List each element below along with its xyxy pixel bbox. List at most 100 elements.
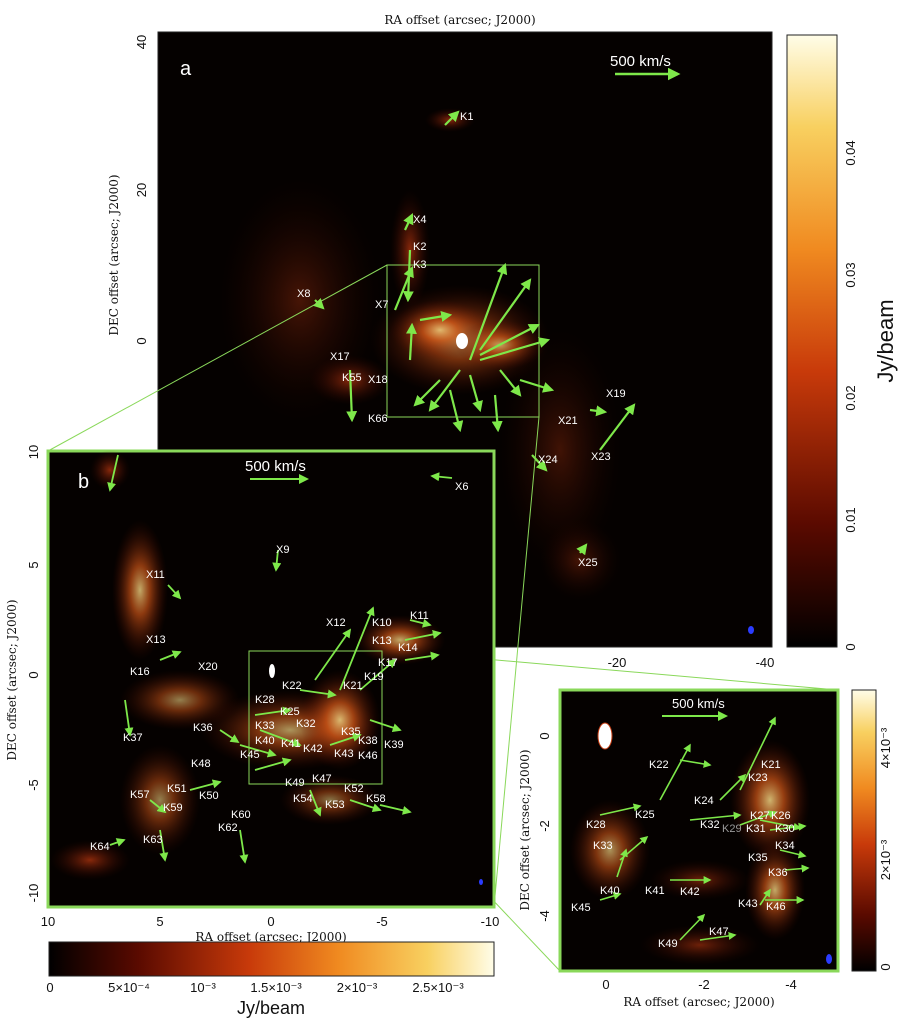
label-K55: K55 — [342, 372, 362, 384]
central-source-b — [269, 664, 275, 678]
label-c-K21: K21 — [761, 759, 781, 771]
scale-label-c: 500 km/s — [672, 696, 725, 711]
panel-b-xtick-10: 10 — [41, 914, 55, 929]
vectors-panel-c — [599, 716, 810, 941]
label-c-K42: K42 — [680, 886, 700, 898]
panel-c-x-label: RA offset (arcsec; J2000) — [623, 995, 774, 1009]
panel-a-letter: a — [180, 58, 192, 80]
cb-b-tick-4: 2×10⁻³ — [337, 980, 378, 995]
panel-b-ytick-minus10: -10 — [26, 884, 41, 903]
beam-ellipse-b — [479, 879, 483, 885]
label-X21: X21 — [558, 415, 578, 427]
label-K41: K41 — [281, 738, 301, 750]
panel-a-ytick-40: 40 — [134, 35, 149, 49]
label-c-K46: K46 — [766, 901, 786, 913]
cb-a-tick-002: 0.02 — [843, 385, 858, 410]
label-X18: X18 — [368, 374, 388, 386]
panel-b-ytick-5: 5 — [26, 561, 41, 568]
label-K57: K57 — [130, 789, 150, 801]
label-K16: K16 — [130, 666, 150, 678]
cb-b-tick-5: 2.5×10⁻³ — [412, 980, 464, 995]
colorbar-a — [786, 34, 838, 648]
label-c-K36: K36 — [768, 867, 788, 879]
label-K2: K2 — [413, 241, 426, 253]
panel-b-x-label: RA offset (arcsec; J2000) — [195, 930, 346, 944]
label-K47: K47 — [312, 773, 332, 785]
panel-a-y-label: DEC offset (arcsec; J2000) — [107, 174, 121, 335]
label-X25: X25 — [578, 557, 598, 569]
label-K14: K14 — [398, 642, 418, 654]
label-c-K40: K40 — [600, 885, 620, 897]
label-X24: X24 — [538, 454, 558, 466]
label-X4: X4 — [413, 214, 426, 226]
label-K66: K66 — [368, 413, 388, 425]
label-K35: K35 — [341, 726, 361, 738]
label-c-K43: K43 — [738, 898, 758, 910]
label-K40: K40 — [255, 735, 275, 747]
central-source-c — [597, 722, 613, 750]
label-X9: X9 — [276, 544, 289, 556]
cb-a-tick-004: 0.04 — [843, 140, 858, 165]
cb-b-tick-2: 10⁻³ — [190, 980, 216, 995]
label-X6: X6 — [455, 481, 468, 493]
label-c-K26: K26 — [771, 810, 791, 822]
panel-a-xtick-minus40: -40 — [756, 655, 775, 670]
colorbar-b — [48, 941, 495, 977]
label-c-K27: K27 — [750, 810, 770, 822]
panel-b-ytick-10: 10 — [26, 445, 41, 459]
label-c-K30: K30 — [775, 823, 795, 835]
panel-a-ytick-0: 0 — [134, 337, 149, 344]
panel-b-xtick-minus10: -10 — [481, 914, 500, 929]
label-c-K29: K29 — [722, 823, 742, 835]
label-K42: K42 — [303, 743, 323, 755]
label-K25: K25 — [280, 706, 300, 718]
label-c-K33: K33 — [593, 840, 613, 852]
label-K19: K19 — [364, 671, 384, 683]
vectors-panel-b — [107, 454, 453, 864]
label-X23: X23 — [591, 451, 611, 463]
label-X12: X12 — [326, 617, 346, 629]
cb-c-tick-0: 0 — [878, 963, 893, 970]
label-c-K25: K25 — [635, 809, 655, 821]
label-c-K32: K32 — [700, 819, 720, 831]
label-K50: K50 — [199, 790, 219, 802]
panel-c-xtick-minus2: -2 — [698, 977, 710, 992]
panel-b-xtick-5: 5 — [156, 914, 163, 929]
cb-a-tick-003: 0.03 — [843, 262, 858, 287]
label-K46: K46 — [358, 750, 378, 762]
label-K64: K64 — [90, 841, 110, 853]
label-X13: X13 — [146, 634, 166, 646]
panel-a-ytick-20: 20 — [134, 183, 149, 197]
label-K60: K60 — [231, 809, 251, 821]
label-K1: K1 — [460, 111, 473, 123]
panel-c-y-label: DEC offset (arcsec; J2000) — [518, 749, 532, 910]
cb-a-title: Jy/beam — [873, 299, 898, 382]
label-K48: K48 — [191, 758, 211, 770]
label-K22: K22 — [282, 680, 302, 692]
cb-b-tick-1: 5×10⁻⁴ — [108, 980, 150, 995]
label-X11: X11 — [146, 569, 165, 581]
cb-b-tick-0: 0 — [46, 980, 53, 995]
cb-a-tick-0: 0 — [843, 643, 858, 650]
label-X17: X17 — [330, 351, 350, 363]
panel-c-ytick-minus2: -2 — [537, 820, 552, 832]
panel-b: X6 X9 X11 X12 K10 K11 X13 K13 K14 K16 X2… — [5, 445, 499, 1018]
cb-a-tick-001: 0.01 — [843, 507, 858, 532]
label-K58: K58 — [366, 793, 386, 805]
label-K43: K43 — [334, 748, 354, 760]
label-X20: X20 — [198, 661, 218, 673]
zoom-box-b — [248, 650, 383, 785]
beam-ellipse-a — [748, 626, 754, 634]
scale-label-b: 500 km/s — [245, 458, 306, 475]
label-c-K22: K22 — [649, 759, 669, 771]
label-c-K41: K41 — [645, 885, 665, 897]
panel-c-ytick-minus4: -4 — [537, 910, 552, 922]
label-K3: K3 — [413, 259, 426, 271]
colorbar-c — [851, 689, 877, 972]
cb-c-tick-4: 4×10⁻³ — [878, 727, 893, 768]
label-K62: K62 — [218, 822, 238, 834]
panel-b-letter: b — [78, 471, 89, 493]
panel-c-xtick-0: 0 — [602, 977, 609, 992]
panel-b-ytick-0: 0 — [26, 671, 41, 678]
